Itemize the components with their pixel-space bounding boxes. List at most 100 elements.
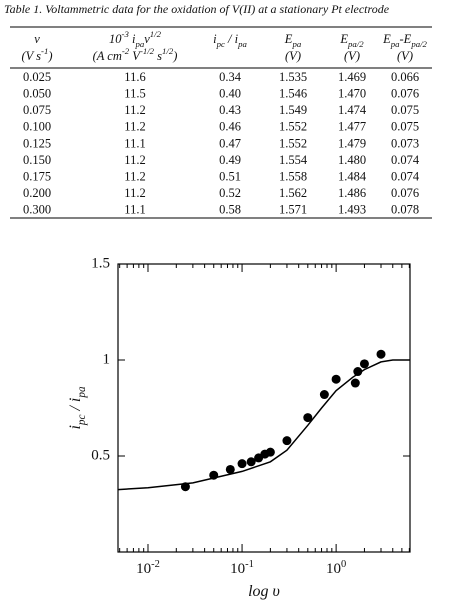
text-part: -1	[245, 559, 254, 570]
x-tick-label: 10-2	[136, 559, 160, 578]
text-part: ν	[144, 32, 150, 46]
table-cell: 11.1	[124, 203, 145, 217]
table-cell: 1.552	[279, 136, 307, 150]
column-header: (A cm-2 V-1/2 s1/2)	[93, 46, 178, 63]
table-cell: 11.6	[124, 70, 145, 84]
table-cell: 1.554	[279, 153, 308, 167]
table-cell: 0.076	[391, 186, 419, 200]
y-axis-label: ipc / ipa	[67, 386, 88, 430]
table-cell: 11.1	[124, 136, 145, 150]
table-cell: 1.486	[338, 186, 366, 200]
text-part: / i	[67, 398, 84, 415]
table-cell: 0.58	[219, 203, 241, 217]
table-cell: 0.51	[219, 169, 241, 183]
text-part: 1/2	[162, 46, 174, 56]
text-part: pa	[237, 39, 247, 49]
table-cell: 0.46	[219, 120, 241, 134]
table-cell: 11.2	[124, 169, 145, 183]
table-cell: 11.2	[124, 153, 145, 167]
text-part: / i	[225, 32, 239, 46]
column-header: (V)	[397, 49, 413, 63]
table-cell: 1.479	[338, 136, 366, 150]
data-point	[359, 359, 369, 369]
y-tick-label: 0.5	[91, 447, 110, 463]
text-part: V	[129, 49, 141, 63]
text-part: 10	[136, 561, 151, 577]
table-cell: 1.493	[338, 203, 366, 217]
table-cell: 0.075	[391, 103, 419, 117]
text-part: -1	[41, 46, 48, 56]
table-cell: 11.5	[124, 86, 145, 100]
table-cell: 1.549	[279, 103, 307, 117]
text-part: 10	[230, 561, 245, 577]
data-point	[350, 378, 360, 388]
text-part: s	[154, 49, 162, 63]
text-part: -1/2	[140, 46, 155, 56]
x-tick-label: 10-1	[230, 559, 254, 578]
table-cell: 1.477	[338, 120, 366, 134]
table-cell: 0.47	[219, 136, 241, 150]
table-cell: 0.125	[23, 136, 51, 150]
y-tick-label: 1	[103, 351, 111, 367]
text-part: -2	[122, 46, 130, 56]
table-cell: 0.49	[219, 153, 241, 167]
text-part: -2	[151, 559, 160, 570]
text-part: (V)	[397, 49, 413, 63]
column-header: (V s-1)	[21, 46, 52, 63]
table-cell: 1.571	[279, 203, 307, 217]
column-header: Epa/2	[339, 32, 364, 49]
table-cell: 1.474	[338, 103, 367, 117]
text-part: E	[284, 32, 293, 46]
data-point	[225, 464, 235, 474]
x-axis-label: log υ	[248, 583, 280, 600]
data-point	[376, 349, 386, 359]
data-point	[237, 459, 247, 469]
table-cell: 0.200	[23, 186, 51, 200]
text-part: (A cm	[93, 49, 122, 63]
text-part: pc	[76, 415, 88, 427]
table-cell: 0.025	[23, 70, 51, 84]
text-part: i	[129, 32, 136, 46]
column-header: (V)	[344, 49, 360, 63]
table-cell: 1.562	[279, 186, 307, 200]
table-cell: 0.066	[391, 70, 419, 84]
table-cell: 0.074	[391, 169, 420, 183]
table-cell: 0.075	[391, 120, 419, 134]
text-part: 0	[341, 559, 346, 570]
data-point	[282, 436, 292, 446]
table-cell: 0.43	[219, 103, 241, 117]
table-cell: 0.074	[391, 153, 420, 167]
table-cell: 0.52	[219, 186, 241, 200]
text-part: )	[47, 49, 52, 63]
table-cell: 11.2	[124, 120, 145, 134]
text-part: pa	[134, 39, 144, 49]
text-part: 10	[109, 32, 122, 46]
text-part: pc	[216, 39, 225, 49]
text-part: pa	[291, 39, 301, 49]
text-part: (V)	[344, 49, 360, 63]
text-part: pa/2	[347, 39, 364, 49]
table-cell: 1.484	[338, 169, 367, 183]
data-point	[246, 457, 256, 467]
column-header: ipc / ipa	[213, 32, 247, 49]
column-header: Epa	[284, 32, 302, 49]
text-part: pa	[76, 386, 88, 399]
table-cell: 1.470	[338, 86, 366, 100]
table-cell: 1.546	[279, 86, 307, 100]
data-point	[331, 374, 341, 384]
text-part: i	[67, 425, 84, 429]
table-cell: 0.175	[23, 169, 51, 183]
table-cell: 0.076	[391, 86, 419, 100]
table-cell: 0.078	[391, 203, 419, 217]
text-part: (V)	[285, 49, 301, 63]
column-header: Epa-Epa/2	[382, 32, 427, 49]
text-part: pa	[390, 39, 400, 49]
data-point	[319, 390, 329, 400]
table-cell: 0.150	[23, 153, 51, 167]
text-part: (V s	[21, 49, 41, 63]
table-cell: 0.073	[391, 136, 419, 150]
data-point	[353, 367, 363, 377]
text-part: E	[339, 32, 348, 46]
text-part: E	[382, 32, 391, 46]
y-tick-label: 1.5	[91, 255, 110, 271]
